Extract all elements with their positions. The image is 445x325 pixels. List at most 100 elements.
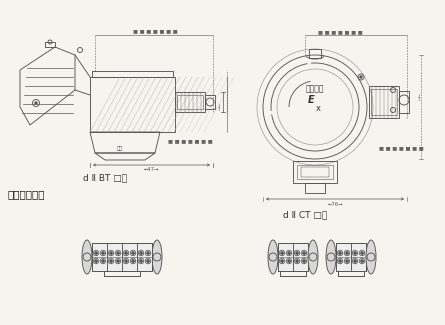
Circle shape: [339, 252, 341, 254]
Circle shape: [296, 260, 298, 262]
Circle shape: [147, 260, 149, 262]
Circle shape: [140, 252, 142, 254]
Bar: [122, 243, 137, 271]
Circle shape: [286, 250, 292, 256]
Circle shape: [288, 252, 290, 254]
Bar: [92, 243, 107, 271]
Circle shape: [110, 260, 112, 262]
Ellipse shape: [326, 240, 336, 274]
Text: ■ ■ ■ ■ ■ ■ ■: ■ ■ ■ ■ ■ ■ ■: [379, 145, 423, 150]
Bar: [107, 243, 122, 271]
Bar: [293, 161, 337, 183]
Circle shape: [102, 252, 104, 254]
Text: d Ⅱ CT □级: d Ⅱ CT □级: [283, 210, 327, 219]
Circle shape: [354, 252, 356, 254]
Ellipse shape: [268, 240, 278, 274]
Circle shape: [125, 252, 127, 254]
Circle shape: [301, 250, 307, 256]
Circle shape: [100, 258, 106, 264]
Ellipse shape: [82, 240, 92, 274]
Circle shape: [294, 250, 300, 256]
Circle shape: [361, 252, 363, 254]
Circle shape: [352, 258, 358, 264]
Bar: [336, 243, 366, 271]
Text: ■ ■ ■ ■ ■ ■ ■: ■ ■ ■ ■ ■ ■ ■: [318, 29, 362, 34]
Circle shape: [361, 260, 363, 262]
Circle shape: [117, 252, 119, 254]
Circle shape: [286, 258, 292, 264]
Circle shape: [359, 250, 365, 256]
Ellipse shape: [308, 240, 318, 274]
Text: E: E: [307, 95, 314, 105]
Text: 通络自控: 通络自控: [306, 84, 324, 93]
Text: ■ ■ ■ ■ ■ ■ ■: ■ ■ ■ ■ ■ ■ ■: [133, 28, 178, 33]
Circle shape: [123, 250, 129, 256]
Circle shape: [359, 258, 365, 264]
Circle shape: [344, 250, 350, 256]
Bar: [301, 167, 329, 177]
Circle shape: [360, 76, 362, 78]
Bar: [336, 243, 351, 271]
Circle shape: [110, 252, 112, 254]
Circle shape: [140, 260, 142, 262]
Bar: [278, 243, 293, 271]
Circle shape: [138, 258, 144, 264]
Circle shape: [346, 260, 348, 262]
Text: 安装端子形式: 安装端子形式: [7, 189, 44, 199]
Circle shape: [138, 250, 144, 256]
Circle shape: [344, 258, 350, 264]
Bar: [175, 92, 205, 112]
Bar: [369, 86, 399, 118]
Text: ■ ■ ■ ■ ■ ■ ■: ■ ■ ■ ■ ■ ■ ■: [168, 138, 212, 143]
Circle shape: [281, 252, 283, 254]
Circle shape: [279, 258, 285, 264]
Circle shape: [279, 250, 285, 256]
Text: d Ⅱ BT □级: d Ⅱ BT □级: [83, 173, 127, 182]
Bar: [351, 243, 366, 271]
Circle shape: [288, 260, 290, 262]
Circle shape: [303, 252, 305, 254]
Text: ┤: ┤: [417, 94, 420, 101]
Circle shape: [337, 250, 343, 256]
Circle shape: [132, 252, 134, 254]
Circle shape: [115, 250, 121, 256]
Circle shape: [117, 260, 119, 262]
Circle shape: [145, 250, 151, 256]
Circle shape: [145, 258, 151, 264]
Circle shape: [35, 102, 37, 104]
Circle shape: [102, 260, 104, 262]
Circle shape: [93, 258, 99, 264]
Circle shape: [108, 258, 114, 264]
Bar: [371, 89, 397, 115]
Text: ←76→: ←76→: [327, 202, 343, 207]
Text: ←47→: ←47→: [144, 167, 159, 172]
Circle shape: [346, 252, 348, 254]
Circle shape: [337, 258, 343, 264]
Text: 浦鈞: 浦鈞: [117, 146, 123, 151]
Circle shape: [95, 260, 97, 262]
Circle shape: [354, 260, 356, 262]
Text: x: x: [316, 104, 320, 113]
Circle shape: [339, 260, 341, 262]
Circle shape: [93, 250, 99, 256]
Circle shape: [125, 260, 127, 262]
Ellipse shape: [152, 240, 162, 274]
Bar: [297, 165, 333, 179]
Bar: [177, 95, 203, 109]
Bar: [45, 42, 55, 47]
Bar: [205, 95, 215, 109]
Bar: [92, 243, 152, 271]
Circle shape: [130, 258, 136, 264]
Bar: [90, 77, 175, 132]
Bar: [278, 243, 308, 271]
Bar: [92, 71, 173, 77]
Circle shape: [296, 252, 298, 254]
Circle shape: [303, 260, 305, 262]
Circle shape: [132, 260, 134, 262]
Circle shape: [100, 250, 106, 256]
Bar: [309, 49, 321, 58]
Circle shape: [301, 258, 307, 264]
Circle shape: [294, 258, 300, 264]
Circle shape: [95, 252, 97, 254]
Bar: [305, 183, 325, 193]
